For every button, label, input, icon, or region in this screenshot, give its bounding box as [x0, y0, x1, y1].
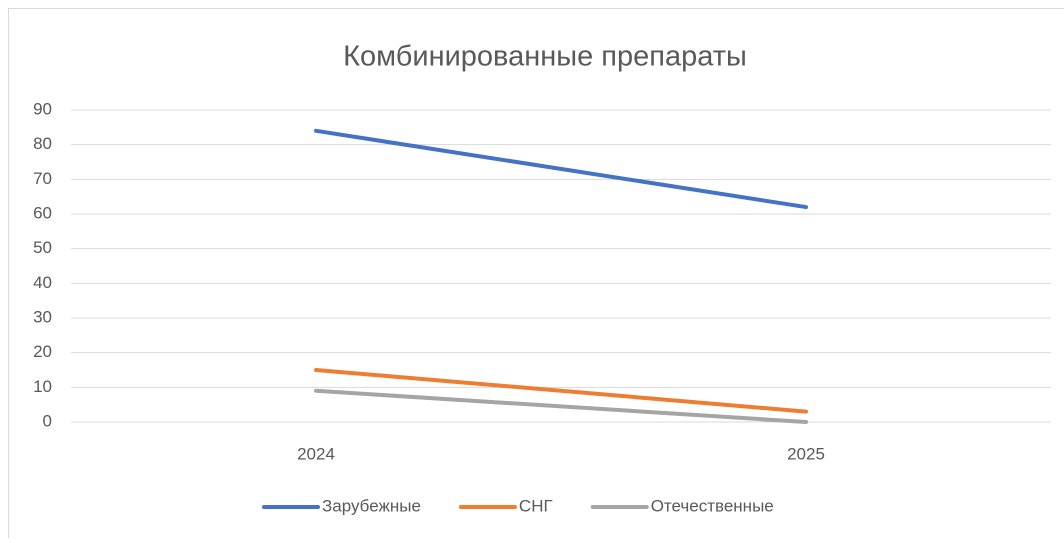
chart-border: [9, 9, 1064, 539]
y-tick-label: 40: [33, 273, 52, 292]
y-tick-label: 60: [33, 203, 52, 222]
x-tick-label: 2025: [787, 444, 825, 463]
y-tick-label: 10: [33, 377, 52, 396]
y-tick-label: 80: [33, 134, 52, 153]
y-tick-label: 50: [33, 238, 52, 257]
legend-label: Отечественные: [651, 496, 774, 515]
y-tick-label: 70: [33, 169, 52, 188]
x-tick-label: 2024: [297, 444, 335, 463]
y-tick-label: 20: [33, 342, 52, 361]
y-tick-label: 30: [33, 307, 52, 326]
legend-label: СНГ: [519, 496, 553, 515]
y-tick-label: 90: [33, 99, 52, 118]
legend-label: Зарубежные: [322, 496, 421, 515]
chart-title: Комбинированные препараты: [343, 41, 747, 73]
y-tick-label: 0: [43, 411, 52, 430]
